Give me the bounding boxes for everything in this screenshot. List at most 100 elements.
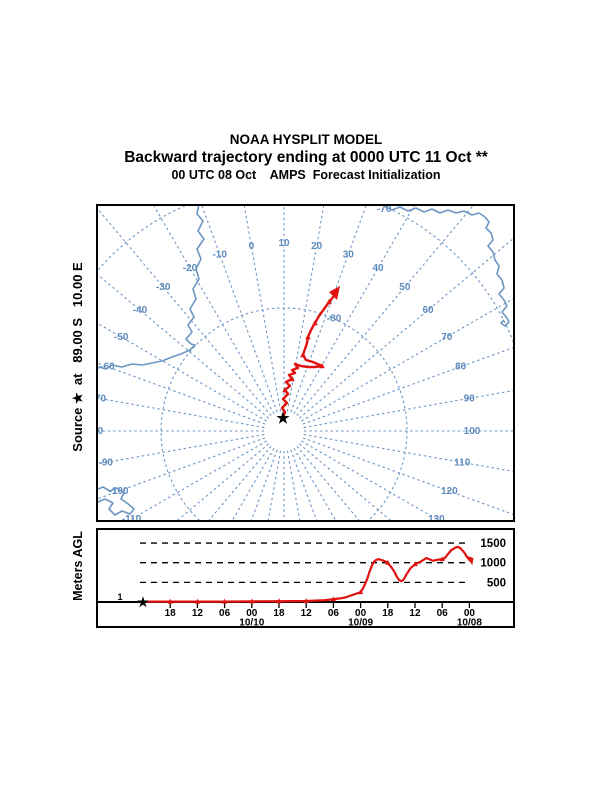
meridian-line (293, 204, 416, 414)
height-profile-end-arrow (464, 554, 474, 565)
meridian-label: -10 (212, 249, 227, 260)
meridian-label: -90 (99, 457, 114, 468)
date-label: 10/09 (348, 618, 373, 629)
time-tick-label: 00 (464, 608, 476, 619)
height-axis-label: 1500 (480, 538, 506, 550)
trajectory-map: -80-70-110-100-90-80-70-60-50-40-30-20-1… (96, 204, 515, 522)
meridian-line (293, 448, 338, 522)
height-profile-marker (194, 598, 200, 604)
meridian-line (96, 437, 266, 501)
latitude-circle (160, 307, 408, 522)
height-profile-marker (276, 598, 282, 604)
trajectory-path (280, 289, 339, 420)
height-profile-marker (330, 596, 336, 602)
meridian-label: 90 (464, 393, 476, 404)
meridian-label: -80 (96, 426, 104, 437)
time-tick-label: 12 (192, 608, 204, 619)
meridian-line (200, 204, 278, 413)
date-label: 10/08 (457, 618, 482, 629)
meridian-line (302, 437, 515, 516)
meridian-line (298, 443, 394, 522)
height-profile-marker (249, 598, 255, 604)
meridian-line (290, 204, 368, 413)
plot-header: NOAA HYSPLIT MODEL Backward trajectory e… (0, 132, 612, 184)
trajectory-marker (312, 320, 318, 326)
plot-subtitle: Backward trajectory ending at 0000 UTC 1… (124, 149, 488, 166)
meridian-label: 40 (372, 263, 384, 274)
latitude-label: -80 (327, 314, 342, 325)
meridian-line (303, 433, 515, 473)
time-tick-label: 18 (273, 608, 285, 619)
meridian-line (296, 204, 476, 417)
meridian-label: -30 (156, 282, 171, 293)
coastline (96, 204, 205, 372)
meridian-line (96, 321, 267, 422)
height-axis-label: 500 (487, 577, 506, 589)
time-tick-label: 00 (246, 608, 258, 619)
meridian-line (96, 206, 272, 417)
map-frame (96, 204, 515, 522)
time-tick-label: 12 (409, 608, 421, 619)
meridian-label: -100 (109, 486, 129, 497)
meridian-label: 60 (422, 305, 434, 316)
time-tick-label: 06 (328, 608, 340, 619)
meridian-label: 30 (343, 249, 355, 260)
source-location-label: Source ★ at 89.00 S 10.00 E (70, 262, 85, 452)
height-profile-marker (167, 598, 173, 604)
meridian-line (96, 361, 266, 425)
height-profile-marker (412, 561, 418, 567)
meridian-label: 70 (441, 332, 453, 343)
meridian-label: 110 (454, 457, 471, 468)
trajectory-marker (326, 299, 332, 305)
meridian-line (243, 204, 282, 412)
trajectory-end-arrow (329, 286, 340, 300)
height-panel-frame (96, 528, 515, 628)
meridian-line (286, 204, 325, 412)
height-profile-marker (439, 556, 445, 562)
meridian-label: 80 (455, 362, 467, 373)
meridian-label: 20 (311, 241, 323, 252)
trajectory-number-label: 1 (117, 592, 122, 602)
trajectory-marker (305, 334, 311, 340)
meridian-line (230, 448, 275, 522)
latitude-label: -70 (377, 204, 392, 215)
meridian-line (96, 272, 270, 419)
meridian-line (302, 346, 515, 425)
latitude-circle (96, 204, 515, 522)
meridian-line (298, 236, 515, 419)
meridian-label: -20 (183, 263, 198, 274)
time-tick-label: 00 (355, 608, 367, 619)
height-profile-marker (385, 559, 391, 565)
height-profile-marker (303, 598, 309, 604)
meridian-line (125, 440, 267, 522)
height-profile-line (141, 545, 471, 603)
meridian-label: 100 (464, 426, 481, 437)
source-star-icon: ★ (137, 595, 149, 610)
height-axis-label: 1000 (480, 558, 506, 570)
meridian-label: 130 (428, 514, 445, 522)
time-tick-label: 18 (382, 608, 394, 619)
time-tick-label: 06 (219, 608, 231, 619)
time-tick-label: 06 (437, 608, 449, 619)
meridian-label: -70 (96, 393, 107, 404)
time-tick-label: 12 (301, 608, 313, 619)
meridian-label: -110 (122, 514, 142, 522)
height-profile-marker (221, 598, 228, 604)
meridian-line (267, 450, 282, 522)
meridian-label: 50 (399, 282, 411, 293)
time-tick-label: 18 (165, 608, 177, 619)
meridian-line (286, 450, 301, 522)
meridian-line (152, 204, 275, 414)
coastline (383, 205, 510, 327)
meridian-label: -40 (133, 305, 148, 316)
meridian-label: 0 (249, 241, 255, 252)
plot-init-info: 00 UTC 08 Oct AMPS Forecast Initializati… (171, 168, 441, 182)
coastline (96, 486, 135, 516)
meridian-label: 10 (278, 238, 290, 249)
source-star-icon: ★ (276, 410, 290, 427)
height-axis-title: Meters AGL (71, 531, 85, 601)
meridian-label: 120 (441, 486, 458, 497)
meridian-line (301, 296, 515, 422)
trajectory-marker (289, 376, 295, 382)
